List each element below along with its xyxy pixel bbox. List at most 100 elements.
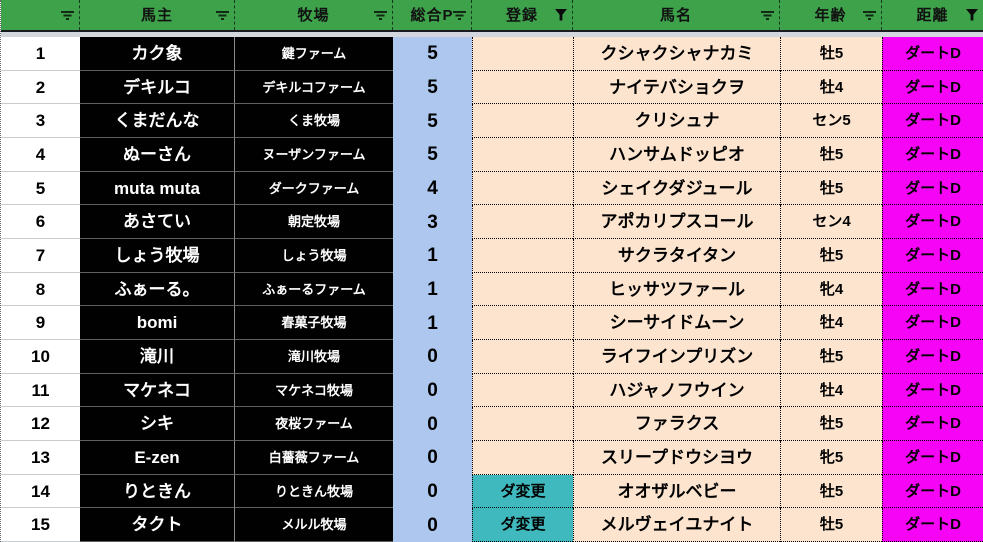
cell-farm[interactable]: くま牧場 xyxy=(235,104,393,139)
cell-registration[interactable] xyxy=(472,306,573,341)
autofilter-dropdown-icon[interactable] xyxy=(453,9,466,21)
cell-horse-name[interactable]: サクラタイタン xyxy=(573,239,780,273)
cell-owner[interactable]: ふぁーる。 xyxy=(80,272,235,307)
cell-registration[interactable] xyxy=(472,441,573,475)
autofilter-dropdown-icon[interactable] xyxy=(863,9,876,21)
cell-horse-name[interactable]: クリシュナ xyxy=(573,104,780,139)
row-number-cell[interactable]: 4 xyxy=(1,138,80,172)
cell-age[interactable]: 牡5 xyxy=(780,407,882,442)
cell-distance[interactable]: ダートD xyxy=(882,239,983,273)
cell-registration[interactable] xyxy=(472,340,573,374)
cell-age[interactable]: セン4 xyxy=(780,205,882,240)
cell-farm[interactable]: マケネコ牧場 xyxy=(235,373,393,408)
cell-registration[interactable] xyxy=(472,104,573,139)
row-number-cell[interactable]: 3 xyxy=(1,104,80,139)
cell-points[interactable]: 1 xyxy=(393,306,472,341)
cell-farm[interactable]: ヌーザンファーム xyxy=(235,138,393,172)
cell-age[interactable]: 牡5 xyxy=(780,474,882,509)
cell-horse-name[interactable]: アポカリプスコール xyxy=(573,205,780,240)
cell-owner[interactable]: muta muta xyxy=(80,171,235,206)
column-header-age[interactable]: 年齢 xyxy=(780,0,882,30)
active-filter-funnel-icon[interactable] xyxy=(965,9,978,21)
cell-owner[interactable]: 滝川 xyxy=(80,340,235,374)
cell-age[interactable]: 牡5 xyxy=(780,171,882,206)
cell-registration[interactable] xyxy=(472,239,573,273)
cell-owner[interactable]: カク象 xyxy=(80,37,235,71)
cell-horse-name[interactable]: メルヴェイユナイト xyxy=(573,508,780,542)
cell-distance[interactable]: ダートD xyxy=(882,340,983,374)
cell-registration[interactable] xyxy=(472,407,573,442)
autofilter-dropdown-icon[interactable] xyxy=(216,9,229,21)
cell-age[interactable]: 牡4 xyxy=(780,70,882,105)
cell-owner[interactable]: りときん xyxy=(80,474,235,509)
autofilter-dropdown-icon[interactable] xyxy=(374,9,387,21)
cell-farm[interactable]: 鍵ファーム xyxy=(235,37,393,71)
cell-owner[interactable]: E-zen xyxy=(80,441,235,475)
autofilter-dropdown-icon[interactable] xyxy=(61,9,74,21)
cell-farm[interactable]: 滝川牧場 xyxy=(235,340,393,374)
row-number-cell[interactable]: 12 xyxy=(1,407,80,442)
cell-owner[interactable]: タクト xyxy=(80,508,235,542)
cell-age[interactable]: 牡5 xyxy=(780,340,882,374)
column-header-points[interactable]: 総合P xyxy=(393,0,472,30)
cell-points[interactable]: 4 xyxy=(393,171,472,206)
cell-points[interactable]: 5 xyxy=(393,104,472,139)
cell-registration[interactable]: ダ変更 xyxy=(472,508,573,542)
row-number-cell[interactable]: 15 xyxy=(1,508,80,542)
cell-points[interactable]: 5 xyxy=(393,37,472,71)
cell-registration[interactable] xyxy=(472,138,573,172)
cell-owner[interactable]: シキ xyxy=(80,407,235,442)
cell-owner[interactable]: あさてい xyxy=(80,205,235,240)
cell-farm[interactable]: ダークファーム xyxy=(235,171,393,206)
cell-horse-name[interactable]: ハジャノフウイン xyxy=(573,373,780,408)
row-number-cell[interactable]: 11 xyxy=(1,373,80,408)
autofilter-dropdown-icon[interactable] xyxy=(761,9,774,21)
cell-distance[interactable]: ダートD xyxy=(882,306,983,341)
cell-registration[interactable] xyxy=(472,171,573,206)
cell-registration[interactable] xyxy=(472,373,573,408)
cell-age[interactable]: 牡4 xyxy=(780,373,882,408)
row-number-cell[interactable]: 6 xyxy=(1,205,80,240)
cell-registration[interactable]: ダ変更 xyxy=(472,474,573,509)
cell-points[interactable]: 0 xyxy=(393,441,472,475)
cell-distance[interactable]: ダートD xyxy=(882,70,983,105)
cell-owner[interactable]: しょう牧場 xyxy=(80,239,235,273)
row-number-cell[interactable]: 10 xyxy=(1,340,80,374)
cell-distance[interactable]: ダートD xyxy=(882,407,983,442)
cell-age[interactable]: 牡5 xyxy=(780,138,882,172)
cell-horse-name[interactable]: スリープドウシヨウ xyxy=(573,441,780,475)
cell-horse-name[interactable]: シーサイドムーン xyxy=(573,306,780,341)
column-header-farm[interactable]: 牧場 xyxy=(235,0,393,30)
cell-distance[interactable]: ダートD xyxy=(882,441,983,475)
cell-points[interactable]: 1 xyxy=(393,272,472,307)
cell-distance[interactable]: ダートD xyxy=(882,138,983,172)
cell-points[interactable]: 0 xyxy=(393,340,472,374)
column-header-distance[interactable]: 距離 xyxy=(882,0,983,30)
cell-age[interactable]: 牝5 xyxy=(780,441,882,475)
cell-registration[interactable] xyxy=(472,205,573,240)
cell-age[interactable]: 牡5 xyxy=(780,37,882,71)
cell-farm[interactable]: 白薔薇ファーム xyxy=(235,441,393,475)
cell-points[interactable]: 0 xyxy=(393,474,472,509)
row-number-cell[interactable]: 8 xyxy=(1,272,80,307)
cell-points[interactable]: 1 xyxy=(393,239,472,273)
row-number-cell[interactable]: 5 xyxy=(1,171,80,206)
cell-age[interactable]: 牡5 xyxy=(780,239,882,273)
active-filter-funnel-icon[interactable] xyxy=(554,9,567,21)
cell-age[interactable]: 牡4 xyxy=(780,306,882,341)
cell-horse-name[interactable]: ライフインプリズン xyxy=(573,340,780,374)
column-header-registration[interactable]: 登録 xyxy=(472,0,573,30)
cell-distance[interactable]: ダートD xyxy=(882,508,983,542)
cell-age[interactable]: セン5 xyxy=(780,104,882,139)
cell-registration[interactable] xyxy=(472,37,573,71)
cell-points[interactable]: 0 xyxy=(393,407,472,442)
cell-owner[interactable]: くまだんな xyxy=(80,104,235,139)
cell-owner[interactable]: マケネコ xyxy=(80,373,235,408)
cell-horse-name[interactable]: ナイテバショクヲ xyxy=(573,70,780,105)
cell-distance[interactable]: ダートD xyxy=(882,205,983,240)
row-number-cell[interactable]: 1 xyxy=(1,37,80,71)
cell-farm[interactable]: りときん牧場 xyxy=(235,474,393,509)
column-header-blank[interactable] xyxy=(1,0,80,30)
cell-distance[interactable]: ダートD xyxy=(882,373,983,408)
cell-horse-name[interactable]: オオザルベビー xyxy=(573,474,780,509)
